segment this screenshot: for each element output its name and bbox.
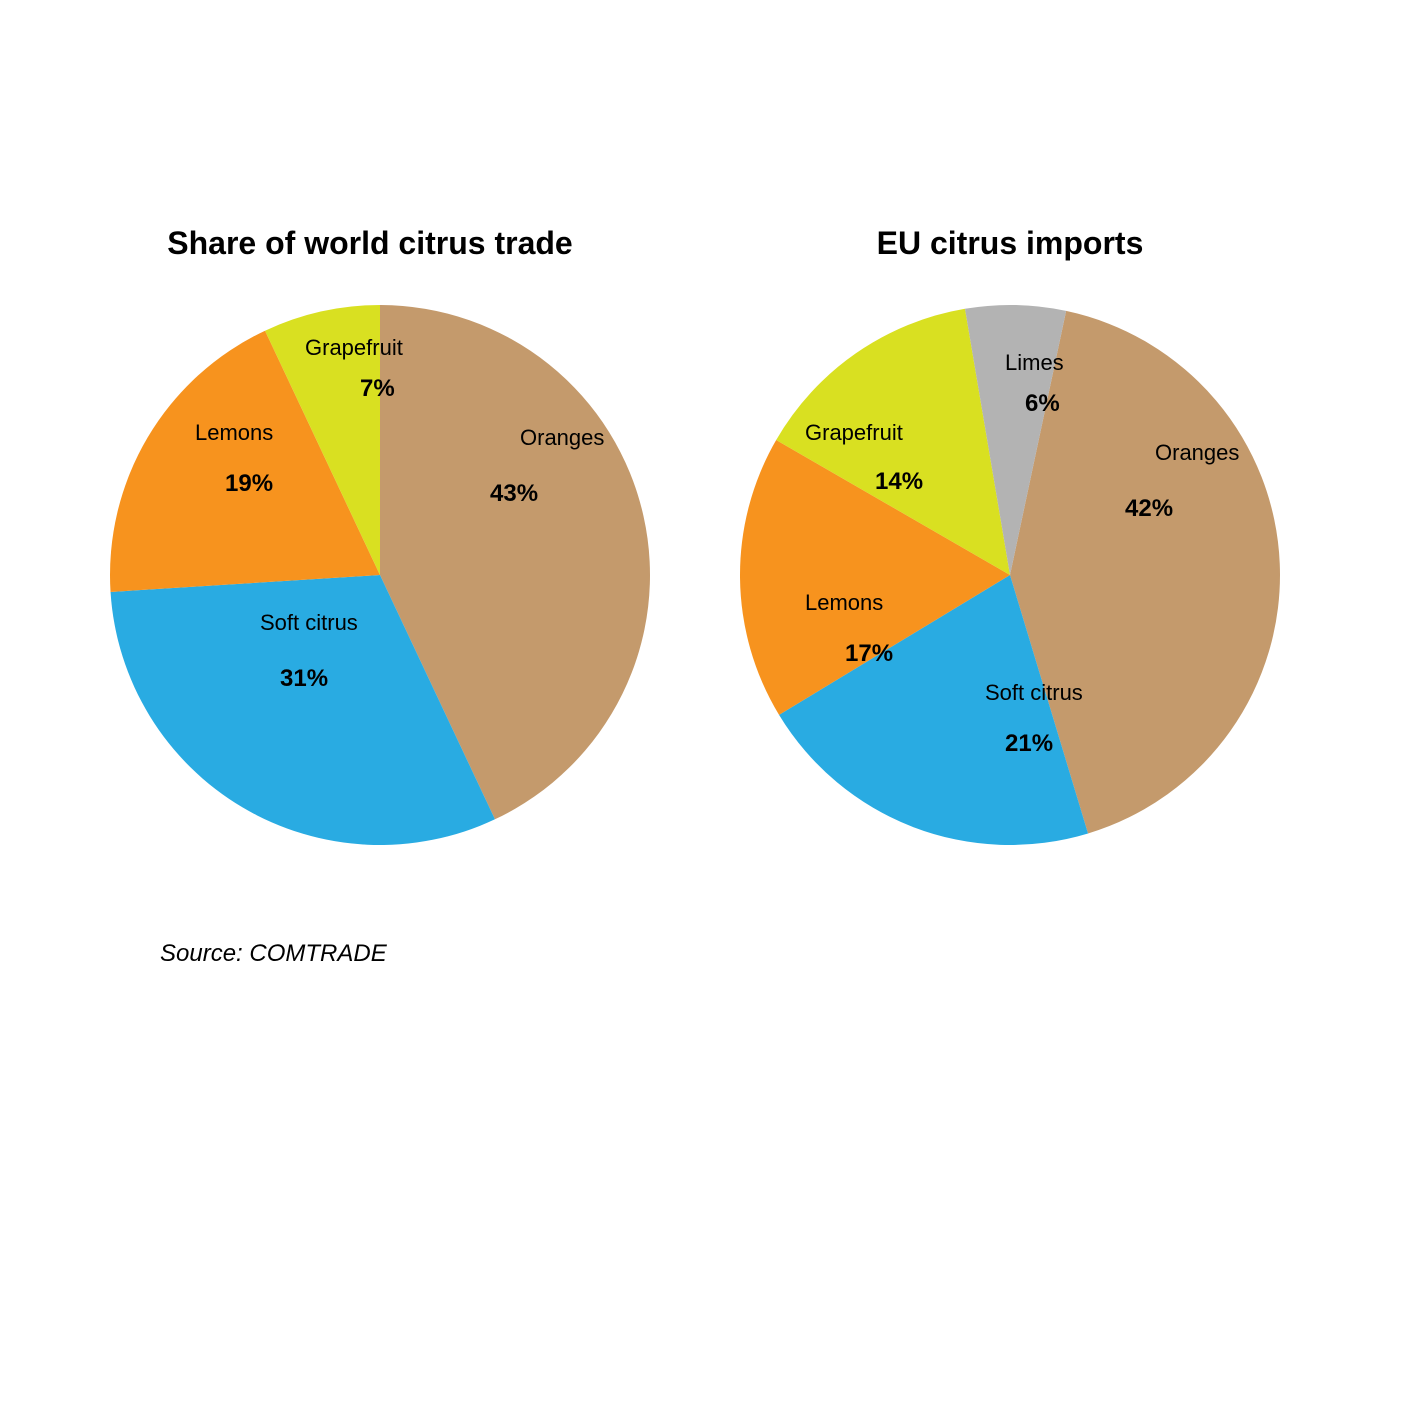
- pie-slice: [740, 440, 1010, 715]
- pie-slice: [1010, 311, 1280, 834]
- chart-container: Share of world citrus trade EU citrus im…: [0, 0, 1417, 1417]
- pie-slice: [776, 309, 1010, 575]
- pie-chart-eu: [0, 0, 1417, 1417]
- pie-slice: [965, 305, 1066, 575]
- source-attribution: Source: COMTRADE: [160, 940, 387, 968]
- pie-slice: [779, 575, 1088, 845]
